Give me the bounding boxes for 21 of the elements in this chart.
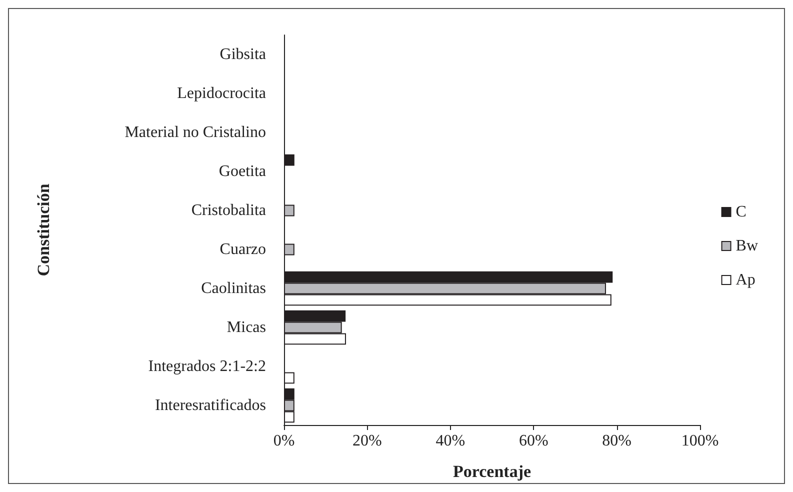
x-tick-label: 60%: [518, 432, 548, 450]
x-tick-label: 100%: [681, 432, 719, 450]
y-tick-label: Lepidocrocita: [177, 85, 266, 102]
y-tick-label: Material no Cristalino: [124, 124, 266, 141]
y-tick-label: Cristobalita: [191, 202, 266, 219]
x-tick-label: 20%: [352, 432, 382, 450]
y-tick-label: Caolinitas: [201, 280, 266, 297]
x-axis-title: Porcentaje: [452, 462, 532, 481]
legend-label: C: [736, 204, 746, 220]
y-tick-label: Gibsita: [220, 46, 266, 63]
y-tick-label: Interesratificados: [154, 397, 266, 414]
y-tick-label: Integrados 2:1-2:2: [148, 358, 266, 375]
y-tick-label: Goetita: [218, 163, 266, 180]
y-tick-label: Cuarzo: [220, 241, 266, 258]
x-tick-label: 40%: [436, 432, 466, 450]
legend-label: Bw: [736, 238, 758, 254]
legend-label: Ap: [736, 272, 756, 288]
y-tick-label: Micas: [226, 319, 266, 336]
x-tick-label: 0%: [273, 432, 295, 450]
y-axis-title: Constitución: [34, 183, 53, 276]
x-tick-label: 80%: [602, 432, 632, 450]
